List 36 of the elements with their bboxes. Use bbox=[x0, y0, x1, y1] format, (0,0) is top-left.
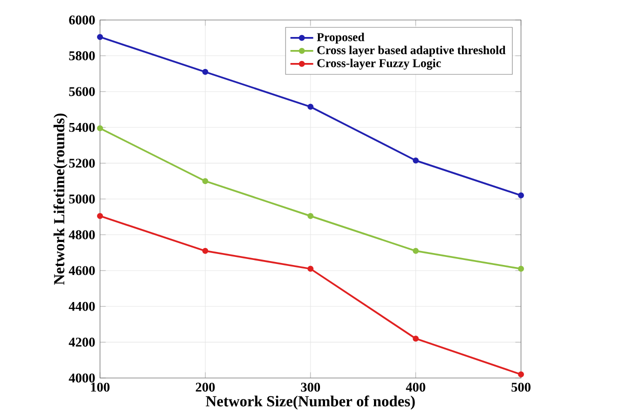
point bbox=[202, 178, 208, 184]
x-tick-label: 400 bbox=[406, 382, 426, 392]
y-tick-label: 4000 bbox=[68, 373, 95, 382]
point bbox=[97, 34, 104, 40]
point bbox=[412, 158, 419, 164]
point bbox=[518, 266, 524, 272]
point bbox=[307, 212, 314, 219]
legend-label: Cross layer based adaptive threshold bbox=[317, 46, 506, 57]
point bbox=[307, 104, 314, 110]
point bbox=[202, 248, 208, 254]
x-tick-label: 500 bbox=[512, 382, 530, 392]
y-tick-label: 5600 bbox=[69, 87, 95, 96]
point bbox=[97, 212, 104, 219]
x-tick-label: 300 bbox=[301, 382, 320, 392]
x-axis-title: Network Size(Number of nodes) bbox=[206, 396, 415, 410]
y-tick-label: 5800 bbox=[69, 51, 95, 60]
x-tick-label: 200 bbox=[196, 382, 215, 392]
y-tick-label: 4600 bbox=[68, 266, 95, 276]
point bbox=[412, 336, 419, 342]
point bbox=[518, 192, 524, 198]
y-tick-label: 4800 bbox=[68, 230, 95, 240]
x-tick-label: 100 bbox=[91, 382, 110, 392]
legend-label: Proposed bbox=[316, 32, 364, 44]
y-tick-label: 5000 bbox=[69, 194, 95, 204]
point bbox=[412, 248, 419, 254]
y-tick-label: 6000 bbox=[69, 15, 95, 24]
y-axis-title: Network Lifetime(rounds) bbox=[53, 114, 68, 285]
y-tick-label: 5200 bbox=[69, 158, 95, 168]
point bbox=[518, 371, 524, 378]
point bbox=[307, 266, 314, 272]
legend-label: Cross-layer Fuzzy Logic bbox=[317, 58, 441, 70]
point bbox=[97, 125, 104, 132]
point bbox=[202, 68, 208, 75]
y-tick-label: 4200 bbox=[68, 338, 95, 347]
y-tick-label: 5400 bbox=[69, 122, 95, 132]
y-tick-label: 4400 bbox=[68, 302, 95, 311]
